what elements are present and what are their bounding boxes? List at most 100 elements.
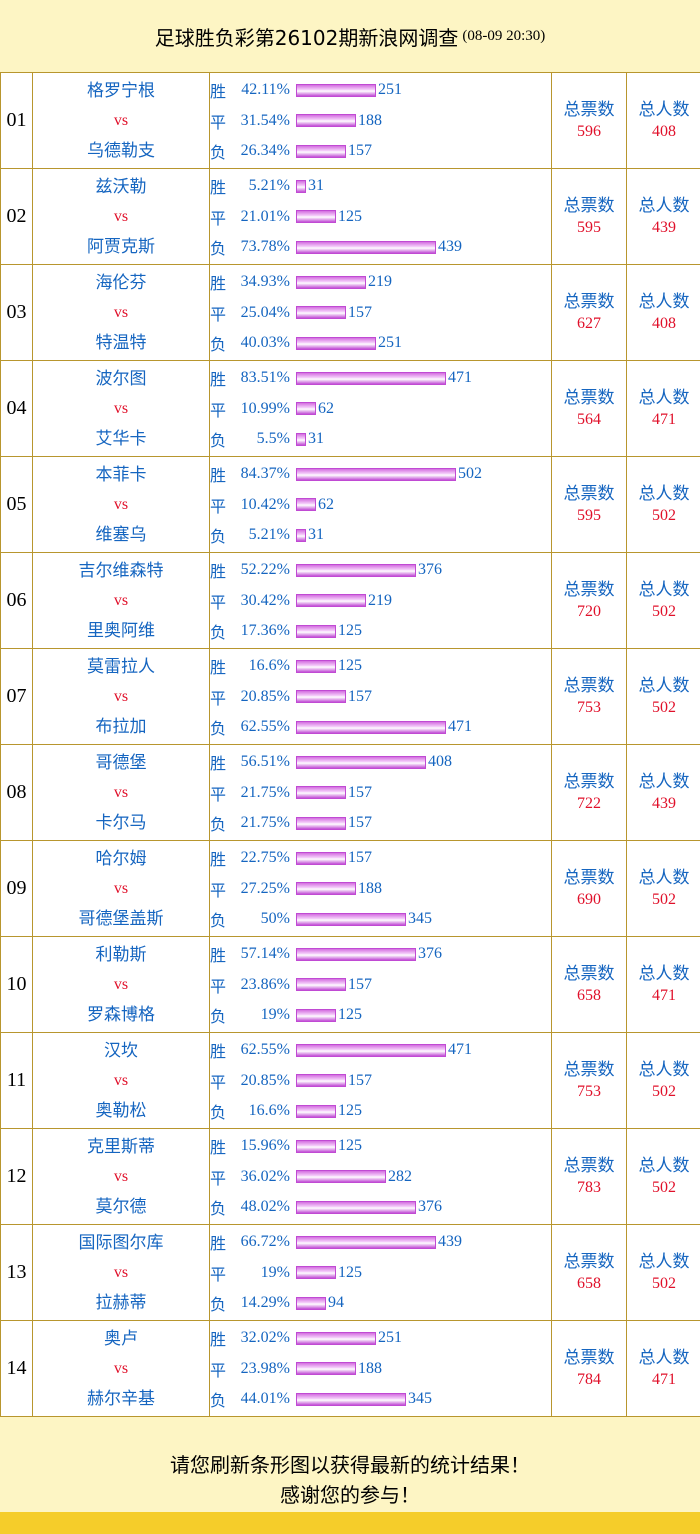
total-votes-value: 784 (577, 1370, 601, 1388)
outcome-percent: 14.29% (240, 1294, 290, 1311)
away-team: 奥勒松 (95, 1100, 147, 1121)
total-votes-cell: 总票数 564 (551, 360, 627, 457)
outcome-percent: 44.01% (240, 1390, 290, 1407)
vote-count: 376 (418, 1198, 442, 1215)
vote-bar (296, 83, 376, 97)
vote-bar (296, 1296, 326, 1310)
outcome-label: 平 (210, 1168, 227, 1188)
total-people-cell: 总人数 502 (626, 552, 700, 649)
match-teams: 海伦芬 vs 特温特 (32, 264, 210, 361)
outcome-label: 负 (210, 1007, 227, 1026)
away-team: 维塞乌 (95, 524, 147, 545)
total-people-cell: 总人数 408 (626, 264, 700, 361)
outcome-percent: 15.96% (240, 1137, 290, 1154)
bar-row-draw: 平 30.42% 219 (210, 585, 551, 616)
vote-count: 345 (408, 910, 432, 927)
match-row: 07 莫雷拉人 vs 布拉加 胜 16.6% 125 平 20.85% 157 负 62.55% 471… (0, 648, 700, 745)
survey-date: (08-09 20:30) (462, 27, 546, 44)
vs-label: vs (113, 1263, 129, 1281)
outcome-percent: 25.04% (240, 303, 290, 321)
vote-count: 439 (438, 1233, 462, 1250)
total-people-value: 408 (652, 314, 676, 332)
bar-row-lose: 负 48.02% 376 (210, 1192, 551, 1223)
total-votes-cell: 总票数 720 (551, 552, 627, 649)
match-row: 06 吉尔维森特 vs 里奥阿维 胜 52.22% 376 平 30.42% 219 负 17.36%… (0, 552, 700, 649)
vote-bars: 胜 57.14% 376 平 23.86% 157 负 19% 125 (209, 936, 552, 1033)
total-votes-value: 783 (577, 1178, 601, 1196)
total-people-value: 502 (652, 506, 676, 524)
vote-bar (296, 114, 356, 127)
vote-count: 157 (348, 1071, 372, 1089)
total-votes-cell: 总票数 658 (551, 936, 627, 1033)
home-team: 波尔图 (95, 368, 147, 389)
outcome-label: 平 (210, 688, 227, 708)
match-number: 02 (0, 168, 33, 265)
outcome-percent: 21.01% (240, 207, 290, 225)
refresh-hint: 请您刷新条形图以获得最新的统计结果！ (170, 1453, 530, 1477)
outcome-percent: 62.55% (240, 1041, 290, 1058)
vote-bar (296, 1392, 406, 1406)
bar-row-win: 胜 15.96% 125 (210, 1131, 551, 1162)
vs-label: vs (113, 1071, 129, 1089)
page-title: 足球胜负彩第26102期新浪网调查 (154, 25, 459, 50)
vote-bar (296, 690, 346, 703)
outcome-label: 胜 (210, 658, 227, 677)
total-people-cell: 总人数 502 (626, 1128, 700, 1225)
vote-count: 62 (318, 399, 334, 417)
home-team: 哥德堡 (95, 752, 147, 773)
outcome-percent: 20.85% (240, 687, 290, 705)
vote-bars: 胜 5.21% 31 平 21.01% 125 负 73.78% 439 (209, 168, 552, 265)
vote-bar (296, 240, 436, 254)
match-teams: 本菲卡 vs 维塞乌 (32, 456, 210, 553)
bar-row-win: 胜 32.02% 251 (210, 1323, 551, 1354)
total-people-cell: 总人数 502 (626, 456, 700, 553)
outcome-label: 负 (210, 239, 227, 258)
outcome-percent: 20.85% (240, 1071, 290, 1089)
vote-bar (296, 882, 356, 895)
total-people-label: 总人数 (638, 195, 690, 216)
vote-bar (296, 402, 316, 415)
outcome-percent: 52.22% (240, 561, 290, 578)
total-votes-cell: 总票数 627 (551, 264, 627, 361)
vote-bar (296, 1170, 386, 1183)
vote-count: 31 (308, 430, 324, 447)
total-people-value: 502 (652, 602, 676, 620)
total-people-label: 总人数 (638, 771, 690, 792)
vote-count: 125 (338, 207, 362, 225)
outcome-label: 胜 (210, 850, 227, 869)
vote-bar (296, 755, 426, 769)
outcome-label: 胜 (210, 178, 227, 197)
vote-bar (296, 912, 406, 926)
match-teams: 波尔图 vs 艾华卡 (32, 360, 210, 457)
vote-bar (296, 947, 416, 961)
vote-bar (296, 498, 316, 511)
vote-bars: 胜 56.51% 408 平 21.75% 157 负 21.75% 157 (209, 744, 552, 841)
outcome-percent: 66.72% (240, 1233, 290, 1250)
total-people-cell: 总人数 439 (626, 744, 700, 841)
vote-count: 31 (308, 177, 324, 194)
bar-row-lose: 负 17.36% 125 (210, 616, 551, 647)
vote-count: 157 (348, 975, 372, 993)
bar-row-lose: 负 16.6% 125 (210, 1096, 551, 1127)
outcome-label: 胜 (210, 1042, 227, 1061)
vote-bar (296, 594, 366, 607)
match-teams: 奥卢 vs 赫尔辛基 (32, 1320, 210, 1417)
total-votes-label: 总票数 (563, 675, 615, 696)
total-people-value: 502 (652, 1082, 676, 1100)
total-votes-label: 总票数 (563, 195, 615, 216)
bar-row-draw: 平 20.85% 157 (210, 681, 551, 712)
vote-bar (296, 1043, 446, 1057)
vs-label: vs (113, 399, 129, 417)
total-people-label: 总人数 (638, 963, 690, 984)
vote-count: 188 (358, 1359, 382, 1377)
outcome-percent: 23.86% (240, 975, 290, 993)
vote-count: 219 (368, 273, 392, 290)
vote-count: 157 (348, 142, 372, 159)
outcome-label: 胜 (210, 274, 227, 293)
bar-row-win: 胜 5.21% 31 (210, 171, 551, 202)
outcome-percent: 21.75% (240, 783, 290, 801)
total-votes-cell: 总票数 753 (551, 1032, 627, 1129)
away-team: 罗森博格 (87, 1004, 155, 1025)
vote-count: 502 (458, 465, 482, 482)
away-team: 莫尔德 (95, 1196, 147, 1217)
